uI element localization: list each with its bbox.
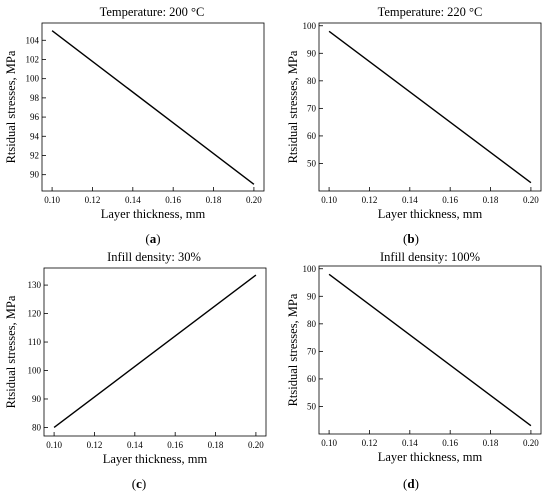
x-tick-label: 0.12 bbox=[362, 438, 378, 448]
y-tick-label: 102 bbox=[26, 54, 40, 64]
x-axis-ticks: 0.10 0.12 0.14 0.16 0.18 0.20 bbox=[44, 187, 262, 205]
y-tick-label: 80 bbox=[307, 319, 317, 329]
y-tick-label: 96 bbox=[30, 112, 40, 122]
panel-a: Temperature: 200 °C 9092949698100102104 … bbox=[4, 5, 265, 246]
x-tick-label: 0.18 bbox=[483, 438, 499, 448]
panel-title: Temperature: 220 °C bbox=[378, 5, 483, 19]
y-tick-label: 70 bbox=[307, 346, 317, 356]
plot-area-frame bbox=[318, 22, 542, 192]
y-axis-ticks: 90 92 94 96 98 100 102 104 bbox=[26, 35, 46, 180]
y-tick-label: 130 bbox=[28, 280, 42, 290]
x-tick-label: 0.18 bbox=[206, 195, 222, 205]
x-tick-label: 0.16 bbox=[442, 195, 458, 205]
x-axis-label: Layer thickness, mm bbox=[103, 452, 208, 466]
x-axis-label: Layer thickness, mm bbox=[378, 207, 483, 221]
panel-letter-label: (a) bbox=[145, 231, 160, 246]
x-axis-label: Layer thickness, mm bbox=[378, 450, 483, 464]
y-tick-label: 104 bbox=[26, 35, 40, 45]
y-tick-label: 100 bbox=[303, 264, 317, 274]
x-tick-label: 0.20 bbox=[523, 438, 539, 448]
x-tick-label: 0.16 bbox=[167, 440, 183, 450]
y-tick-label: 94 bbox=[30, 131, 40, 141]
x-tick-label: 0.12 bbox=[87, 440, 103, 450]
plot-area-frame bbox=[43, 267, 267, 437]
x-tick-label: 0.18 bbox=[208, 440, 224, 450]
x-tick-label: 0.20 bbox=[523, 195, 539, 205]
x-axis-ticks: 0.10 0.12 0.14 0.16 0.18 0.20 bbox=[321, 430, 539, 448]
x-axis-label: Layer thickness, mm bbox=[101, 207, 206, 221]
y-tick-label: 90 bbox=[32, 394, 42, 404]
y-tick-label: 50 bbox=[307, 158, 317, 168]
y-tick-label: 120 bbox=[28, 309, 42, 319]
y-tick-label: 80 bbox=[307, 76, 317, 86]
panel-title: Infill density: 30% bbox=[107, 250, 201, 264]
y-axis-ticks: 50 60 70 80 90 100 bbox=[303, 21, 323, 168]
x-tick-label: 0.18 bbox=[483, 195, 499, 205]
x-tick-label: 0.14 bbox=[127, 440, 143, 450]
y-tick-label: 70 bbox=[307, 103, 317, 113]
x-tick-label: 0.10 bbox=[44, 195, 60, 205]
x-tick-label: 0.20 bbox=[246, 195, 262, 205]
series-line bbox=[53, 274, 257, 429]
panel-title: Infill density: 100% bbox=[380, 250, 480, 264]
y-tick-label: 110 bbox=[28, 337, 42, 347]
plot-area-frame bbox=[41, 22, 265, 192]
y-tick-label: 50 bbox=[307, 401, 317, 411]
y-tick-label: 100 bbox=[28, 366, 42, 376]
panel-letter-label: (c) bbox=[132, 476, 146, 491]
x-axis-ticks: 0.10 0.12 0.14 0.16 0.18 0.20 bbox=[321, 187, 539, 205]
y-axis-label: Rtsidual stresses, MPa bbox=[286, 50, 300, 163]
x-tick-label: 0.10 bbox=[321, 195, 337, 205]
x-tick-label: 0.12 bbox=[85, 195, 101, 205]
panel-c: Infill density: 30% 80 90 100 110 120 130 0.1… bbox=[4, 250, 267, 491]
series-line bbox=[328, 273, 532, 427]
y-tick-label: 90 bbox=[307, 291, 317, 301]
panel-title: Temperature: 200 °C bbox=[100, 5, 205, 19]
plot-area-frame bbox=[318, 265, 542, 435]
x-tick-label: 0.14 bbox=[125, 195, 141, 205]
x-tick-label: 0.12 bbox=[362, 195, 378, 205]
series-line bbox=[51, 30, 255, 185]
x-tick-label: 0.14 bbox=[402, 195, 418, 205]
x-tick-label: 0.16 bbox=[165, 195, 181, 205]
y-tick-label: 100 bbox=[303, 21, 317, 31]
x-tick-label: 0.14 bbox=[402, 438, 418, 448]
x-axis-ticks: 0.10 0.12 0.14 0.16 0.18 0.20 bbox=[46, 432, 264, 450]
y-axis-ticks: 50 60 70 80 90 100 bbox=[303, 264, 323, 411]
x-tick-label: 0.20 bbox=[248, 440, 264, 450]
y-tick-label: 90 bbox=[30, 170, 40, 180]
y-axis-label: Rtsidual stresses, MPa bbox=[4, 295, 18, 408]
y-tick-label: 98 bbox=[30, 93, 40, 103]
y-tick-label: 80 bbox=[32, 422, 42, 432]
y-tick-label: 90 bbox=[307, 48, 317, 58]
y-axis-ticks: 80 90 100 110 120 130 bbox=[28, 280, 48, 432]
panel-letter-label: (d) bbox=[403, 476, 419, 491]
y-axis-label: Rtsidual stresses, MPa bbox=[286, 293, 300, 406]
series-line bbox=[328, 30, 532, 184]
x-tick-label: 0.10 bbox=[321, 438, 337, 448]
panel-letter-label: (b) bbox=[403, 231, 419, 246]
x-tick-label: 0.10 bbox=[46, 440, 62, 450]
y-axis-label: Rtsidual stresses, MPa bbox=[4, 50, 18, 163]
y-tick-label: 60 bbox=[307, 131, 317, 141]
y-tick-label: 92 bbox=[30, 150, 39, 160]
x-tick-label: 0.16 bbox=[442, 438, 458, 448]
y-tick-label: 100 bbox=[26, 74, 40, 84]
y-tick-label: 60 bbox=[307, 374, 317, 384]
